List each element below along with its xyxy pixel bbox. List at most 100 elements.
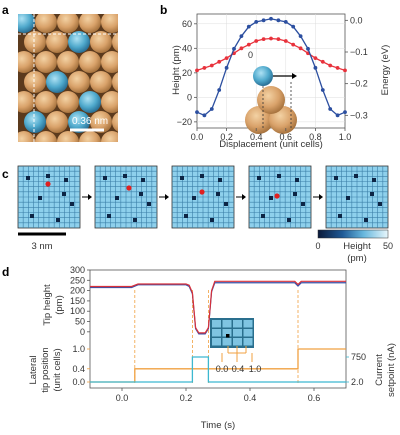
stm-frame xyxy=(248,165,312,229)
energy-point xyxy=(246,24,251,29)
left-tick-label: 0 xyxy=(187,92,192,102)
energy-point xyxy=(298,34,303,39)
ylabel-current-1: Current xyxy=(374,354,385,386)
height-point xyxy=(239,46,244,51)
colorbar-max: 50 xyxy=(383,241,393,251)
x-tick-label: 0.4 xyxy=(250,132,263,142)
tip-height-tick-label: 100 xyxy=(70,306,85,316)
right-tick-label: −0.2 xyxy=(350,79,368,89)
surface-atom xyxy=(90,31,112,53)
lattice-cell xyxy=(243,338,253,346)
panel-label-d: d xyxy=(2,265,9,279)
panel-label-a: a xyxy=(2,3,9,17)
height-point xyxy=(217,59,222,64)
surface-atom xyxy=(79,14,101,33)
adsorbate-atom xyxy=(68,111,90,133)
height-point xyxy=(254,39,259,43)
colorbar-min: 0 xyxy=(315,241,320,251)
tip-height-tick-label: 200 xyxy=(70,286,85,296)
ylabel-height: Height (pm) xyxy=(171,45,182,95)
stm-frame xyxy=(171,165,235,229)
energy-point xyxy=(232,46,236,51)
height-point xyxy=(328,63,333,68)
time-tick-label: 0.2 xyxy=(180,393,193,403)
time-tick-label: 0.4 xyxy=(244,393,257,403)
adsorbate-atom xyxy=(68,31,90,53)
surface-atom xyxy=(57,51,79,73)
lattice-inset: 0.0 0.4 1.0 xyxy=(210,318,261,374)
left-tick-label: 20 xyxy=(182,68,192,78)
height-point xyxy=(313,56,318,61)
adsorbate-atom xyxy=(18,14,35,33)
surface-atom xyxy=(46,111,68,133)
tracked-atom-marker xyxy=(274,193,280,199)
ylabel-lateral-2: tip position xyxy=(40,347,51,392)
lattice-cell xyxy=(233,320,242,328)
right-tick-label: −0.3 xyxy=(350,110,368,120)
surface-atom xyxy=(101,51,118,73)
surface-atom xyxy=(46,31,68,53)
surface-atom xyxy=(57,91,79,113)
surface-atom xyxy=(35,131,57,142)
ylabel-current-2: setpoint (nA) xyxy=(386,343,397,397)
energy-point xyxy=(313,65,318,70)
tip-height-tick-label: 0 xyxy=(80,327,85,337)
time-tick-label: 0.6 xyxy=(308,393,321,403)
tip-height-tick-label: 250 xyxy=(70,275,85,285)
height-point xyxy=(224,56,229,61)
surface-atom xyxy=(57,14,79,33)
height-point xyxy=(343,68,347,73)
tip-height-tick-label: 150 xyxy=(70,296,85,306)
lattice-cell xyxy=(222,329,232,337)
energy-point xyxy=(276,18,281,23)
time-tick-label: 0.0 xyxy=(116,393,129,403)
energy-point xyxy=(291,24,296,29)
arrow-icon xyxy=(88,194,92,200)
surface-atom xyxy=(24,71,46,93)
surface-atom xyxy=(24,31,46,53)
inset-zero-label: 0 xyxy=(248,50,253,60)
left-tick-label: −20 xyxy=(177,117,192,127)
colorbar-label: Height xyxy=(343,241,371,252)
energy-point xyxy=(239,34,244,39)
energy-point xyxy=(306,46,310,51)
surface-atom xyxy=(68,71,90,93)
surface-atom xyxy=(18,91,35,113)
xlabel-time: Time (s) xyxy=(201,420,235,431)
right-tick-label: −0.1 xyxy=(350,47,368,57)
tip-height-red-line xyxy=(90,280,346,334)
inset-atom xyxy=(226,334,230,338)
arrow-icon xyxy=(242,194,246,200)
height-point xyxy=(209,63,214,68)
atom-lattice-image: 0.36 nm xyxy=(18,14,118,142)
surface-atom xyxy=(101,131,118,142)
energy-point xyxy=(283,20,288,24)
ylabel-tip-height-2: (pm) xyxy=(54,295,65,315)
energy-point xyxy=(217,88,222,92)
stm-frame xyxy=(17,165,81,229)
lattice-cell xyxy=(233,329,242,337)
energy-point xyxy=(195,110,199,115)
lattice-cell xyxy=(222,320,232,328)
panel-label-c: c xyxy=(2,167,9,181)
inset-label-1: 0.4 xyxy=(232,364,245,374)
height-point xyxy=(335,66,340,70)
lattice-cell xyxy=(243,329,253,337)
inset-label-0: 0.0 xyxy=(216,364,229,374)
lattice-cell xyxy=(212,320,221,328)
height-energy-chart: 0 60 40 20 0 −20 0.0 −0.1 −0.2 −0.3 0.0 0.2 0.4 0.6 0… xyxy=(171,13,391,150)
scale-label-c: 3 nm xyxy=(31,241,52,252)
right-tick-label: 0.0 xyxy=(350,15,363,25)
left-tick-label: 60 xyxy=(182,19,192,29)
surface-atom xyxy=(101,14,118,33)
lateral-tick-label: 1.0 xyxy=(72,344,85,354)
surface-atom xyxy=(101,91,118,113)
tip-height-tick-label: 50 xyxy=(75,317,85,327)
height-point xyxy=(291,42,296,47)
tracked-atom-marker xyxy=(126,185,132,191)
surface-atom xyxy=(112,72,118,92)
height-series-line xyxy=(196,37,346,72)
surface-atom xyxy=(112,32,118,52)
